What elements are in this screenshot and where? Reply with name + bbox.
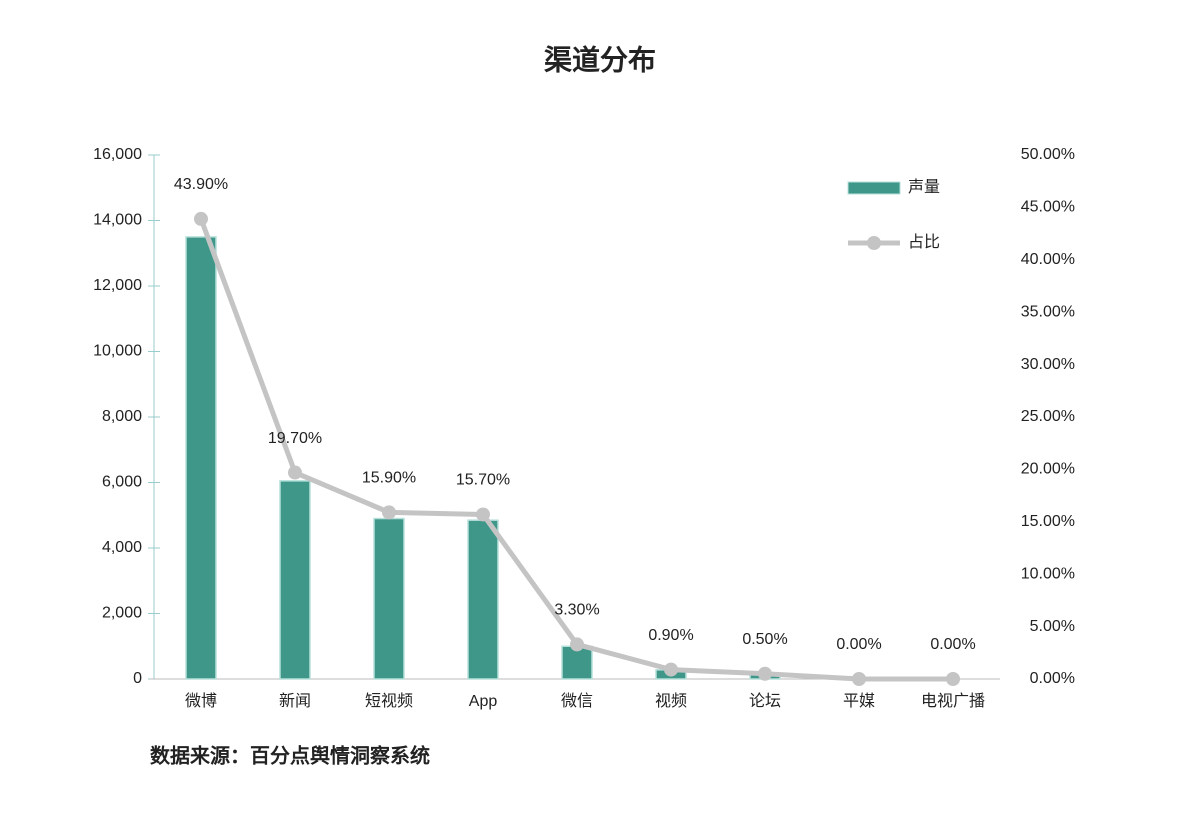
y2-tick-label: 30.00% <box>1021 356 1075 373</box>
y2-tick-label: 40.00% <box>1021 251 1075 268</box>
legend-swatch <box>847 181 901 195</box>
data-label: 43.90% <box>174 176 228 193</box>
line-point <box>852 672 866 686</box>
line-point <box>664 662 678 677</box>
x-tick-label: 微博 <box>185 692 217 710</box>
y2-tick-label: 45.00% <box>1021 199 1075 216</box>
y-tick-label: 2,000 <box>102 605 142 622</box>
bar <box>373 517 405 680</box>
chart-title: 渠道分布 <box>544 43 656 75</box>
bar <box>185 236 217 680</box>
line-point <box>476 507 490 522</box>
x-tick-label: 短视频 <box>365 692 413 710</box>
y2-tick-label: 35.00% <box>1021 303 1075 320</box>
y2-tick-label: 15.00% <box>1021 513 1075 530</box>
x-tick-label: 微信 <box>561 692 593 710</box>
legend-label: 占比 <box>908 233 940 251</box>
line-point <box>570 637 584 652</box>
x-tick-label: 新闻 <box>279 692 311 710</box>
bar <box>561 645 593 680</box>
x-tick-label: App <box>469 693 498 710</box>
line-point <box>194 211 208 226</box>
y-tick-label: 6,000 <box>102 474 142 491</box>
y2-tick-label: 10.00% <box>1021 565 1075 582</box>
line-point <box>946 672 960 686</box>
y-tick-label: 0 <box>133 670 142 687</box>
x-tick-label: 论坛 <box>749 692 781 710</box>
data-label: 15.70% <box>456 472 510 489</box>
x-tick-label: 视频 <box>655 692 687 710</box>
line-point <box>382 505 396 520</box>
legend-label: 声量 <box>908 178 940 196</box>
y-tick-label: 4,000 <box>102 539 142 556</box>
y-tick-label: 16,000 <box>93 146 142 163</box>
y2-tick-label: 50.00% <box>1021 146 1075 163</box>
y2-tick-label: 25.00% <box>1021 408 1075 425</box>
data-label: 0.00% <box>836 636 881 653</box>
y2-tick-label: 20.00% <box>1021 461 1075 478</box>
y-tick-label: 10,000 <box>93 343 142 360</box>
y-tick-label: 12,000 <box>93 277 142 294</box>
y-tick-label: 8,000 <box>102 408 142 425</box>
y-tick-label: 14,000 <box>93 212 142 229</box>
y2-tick-label: 5.00% <box>1030 618 1075 635</box>
line-point <box>758 666 772 681</box>
y2-tick-label: 0.00% <box>1030 670 1075 687</box>
legend-swatch <box>867 236 881 250</box>
data-label: 19.70% <box>268 430 322 447</box>
bar <box>467 519 499 680</box>
data-label: 0.00% <box>930 636 975 653</box>
x-tick-label: 平媒 <box>843 692 875 710</box>
line-point <box>288 465 302 480</box>
data-label: 15.90% <box>362 470 416 487</box>
data-label: 0.90% <box>648 627 693 644</box>
data-label: 3.30% <box>554 602 599 619</box>
source-note: 数据来源：百分点舆情洞察系统 <box>150 743 430 767</box>
bar <box>279 480 311 680</box>
x-tick-label: 电视广播 <box>921 692 985 710</box>
data-label: 0.50% <box>742 631 787 648</box>
